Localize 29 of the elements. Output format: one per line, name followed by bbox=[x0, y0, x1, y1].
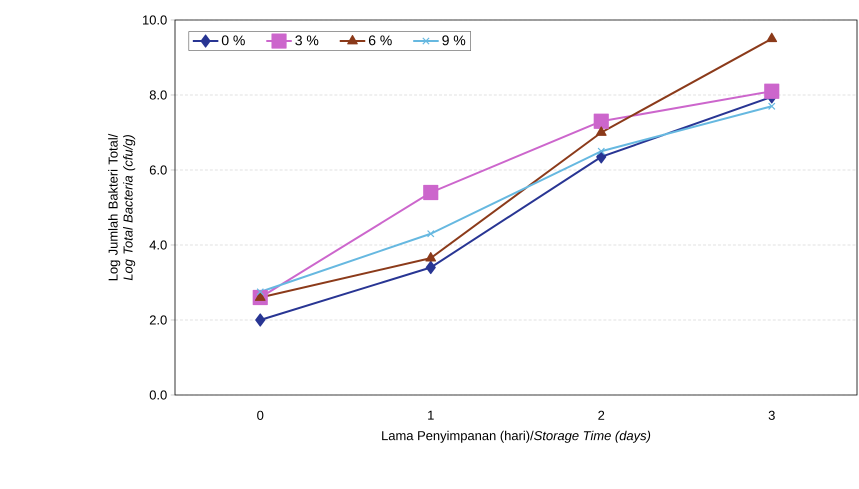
legend-label: 3 % bbox=[295, 35, 318, 46]
point bbox=[254, 291, 266, 301]
y-tick-label: 8.0 bbox=[150, 90, 167, 100]
point bbox=[256, 288, 264, 296]
y-tick-label: 4.0 bbox=[150, 240, 167, 250]
y-tick-label: 2.0 bbox=[150, 315, 167, 325]
point bbox=[423, 184, 438, 200]
x-tick-label: 2 bbox=[598, 410, 604, 420]
legend-label: 0 % bbox=[222, 35, 245, 46]
y-tick-label: 10.0 bbox=[143, 15, 167, 25]
y-tick-label: 0.0 bbox=[150, 390, 167, 400]
point bbox=[764, 84, 780, 99]
legend-label: 6 % bbox=[368, 35, 392, 46]
x-tick-label: 1 bbox=[428, 410, 434, 420]
x-tick-label: 0 bbox=[257, 410, 264, 420]
point bbox=[768, 102, 776, 110]
point bbox=[597, 147, 606, 156]
legend-label: 9 % bbox=[442, 35, 466, 46]
point bbox=[766, 32, 778, 42]
y-tick-label: 6.0 bbox=[150, 165, 167, 175]
point bbox=[426, 230, 435, 238]
point bbox=[255, 313, 266, 327]
point bbox=[594, 114, 609, 129]
y-axis-title: Log Jumlah Bakteri Total/ Log Total Bacteria (cfu/g) bbox=[108, 134, 136, 280]
point bbox=[426, 260, 436, 274]
point bbox=[596, 126, 607, 136]
x-axis-title: Lama Penyimpanan (hari)/Storage Time (days) bbox=[382, 430, 650, 443]
x-tick-label: 3 bbox=[768, 410, 775, 420]
point bbox=[425, 252, 436, 262]
